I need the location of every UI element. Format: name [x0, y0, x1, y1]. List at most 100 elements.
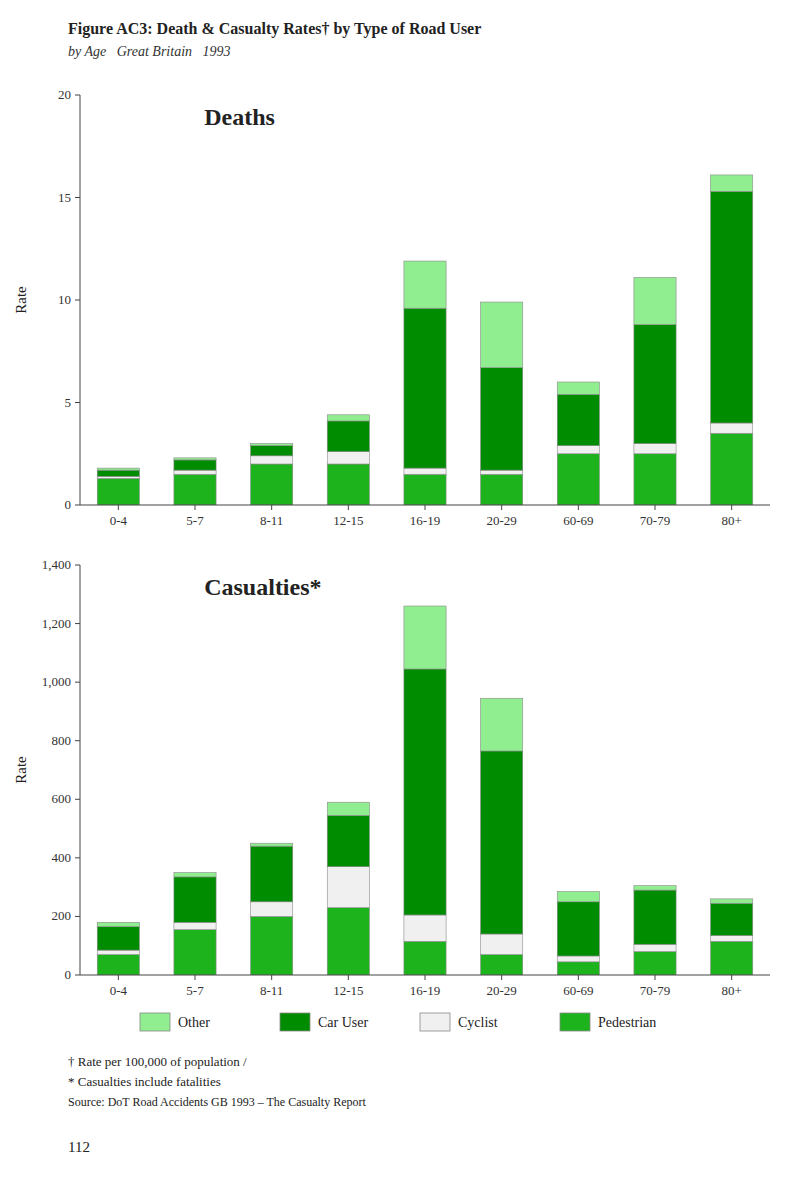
bar-segment: [327, 421, 369, 452]
y-tick-label: 1,200: [42, 616, 71, 631]
x-tick: [655, 975, 656, 980]
x-tick: [578, 975, 579, 980]
bar-segment: [251, 464, 293, 505]
bar-segment: [327, 802, 369, 815]
bar-segment: [327, 452, 369, 464]
figure-title: Figure AC3: Death & Casualty Rates† by T…: [68, 20, 481, 38]
y-tick-label: 800: [52, 733, 72, 748]
bar-segment: [634, 952, 676, 975]
bar-segment: [711, 191, 753, 423]
y-axis: [80, 565, 81, 975]
x-tick: [195, 975, 196, 980]
legend-label: Pedestrian: [598, 1015, 656, 1030]
bar-segment: [251, 902, 293, 917]
bar-segment: [174, 930, 216, 975]
y-tick-label: 1,000: [42, 674, 71, 689]
x-tick: [118, 505, 119, 510]
y-axis-label: Rate: [13, 756, 29, 784]
bar-segment: [404, 606, 446, 669]
bar-segment: [404, 915, 446, 941]
legend-swatch: [560, 1013, 590, 1031]
bar-segment: [404, 261, 446, 308]
x-tick-label: 16-19: [410, 513, 440, 528]
bar-segment: [97, 950, 139, 954]
x-tick-label: 0-4: [110, 513, 128, 528]
bar-segment: [251, 916, 293, 975]
bar-segment: [174, 922, 216, 929]
legend-swatch: [140, 1013, 170, 1031]
bar-segment: [251, 456, 293, 464]
y-axis-label: Rate: [13, 286, 29, 314]
bar-segment: [481, 302, 523, 368]
x-tick-label: 70-79: [640, 983, 670, 998]
bar-segment: [327, 867, 369, 908]
x-tick-label: 12-15: [333, 983, 363, 998]
y-tick-label: 0: [65, 967, 72, 982]
bar-segment: [174, 877, 216, 922]
figure-subtitle: by Age Great Britain 1993: [68, 44, 231, 59]
chart: 05101520Rate0-45-78-1112-1516-1920-2960-…: [13, 87, 770, 528]
footnote: * Casualties include fatalities: [68, 1074, 221, 1089]
bar-segment: [251, 846, 293, 902]
x-tick-label: 80+: [721, 513, 741, 528]
x-tick-label: 20-29: [486, 513, 516, 528]
bar-segment: [174, 460, 216, 470]
x-tick: [578, 505, 579, 510]
bar-segment: [481, 934, 523, 955]
bar-segment: [327, 415, 369, 421]
y-tick: [75, 682, 80, 683]
x-tick-label: 5-7: [186, 983, 204, 998]
y-tick: [75, 505, 80, 506]
legend-label: Car User: [318, 1015, 368, 1030]
x-tick-label: 8-11: [260, 513, 283, 528]
bar-segment: [634, 325, 676, 444]
x-tick-label: 60-69: [563, 983, 593, 998]
bar-segment: [404, 669, 446, 915]
y-tick-label: 20: [58, 87, 71, 102]
x-tick: [501, 505, 502, 510]
bar-segment: [97, 927, 139, 950]
y-tick: [75, 857, 80, 858]
y-tick-label: 10: [58, 292, 71, 307]
x-tick-label: 12-15: [333, 513, 363, 528]
bar-segment: [174, 873, 216, 877]
bar-segment: [557, 892, 599, 902]
x-tick-label: 16-19: [410, 983, 440, 998]
x-tick-label: 70-79: [640, 513, 670, 528]
x-tick: [195, 505, 196, 510]
y-tick: [75, 402, 80, 403]
y-tick-label: 200: [52, 908, 72, 923]
bar-segment: [711, 175, 753, 191]
bar-segment: [481, 368, 523, 471]
bar-segment: [711, 935, 753, 941]
bar-segment: [711, 941, 753, 975]
bar-segment: [251, 444, 293, 446]
bar-segment: [251, 843, 293, 846]
y-tick-label: 0: [65, 497, 72, 512]
bar-segment: [251, 446, 293, 456]
legend-swatch: [420, 1013, 450, 1031]
bar-segment: [711, 433, 753, 505]
bar-segment: [97, 922, 139, 926]
bar-segment: [174, 474, 216, 505]
chart-title: Deaths: [204, 104, 275, 130]
bar-segment: [557, 382, 599, 394]
bar-segment: [711, 899, 753, 903]
bar-segment: [404, 941, 446, 975]
footnote: † Rate per 100,000 of population /: [68, 1054, 247, 1069]
x-tick-label: 5-7: [186, 513, 204, 528]
bar-segment: [97, 478, 139, 505]
bar-segment: [481, 751, 523, 934]
bar-segment: [174, 458, 216, 460]
legend-label: Cyclist: [458, 1015, 498, 1030]
bar-segment: [634, 886, 676, 890]
bar-segment: [634, 454, 676, 505]
bar-segment: [634, 890, 676, 944]
x-tick-label: 80+: [721, 983, 741, 998]
bar-segment: [634, 277, 676, 324]
bar-segment: [711, 423, 753, 433]
x-tick-label: 20-29: [486, 983, 516, 998]
y-tick: [75, 975, 80, 976]
x-tick: [348, 505, 349, 510]
chart-title: Casualties*: [204, 574, 321, 600]
